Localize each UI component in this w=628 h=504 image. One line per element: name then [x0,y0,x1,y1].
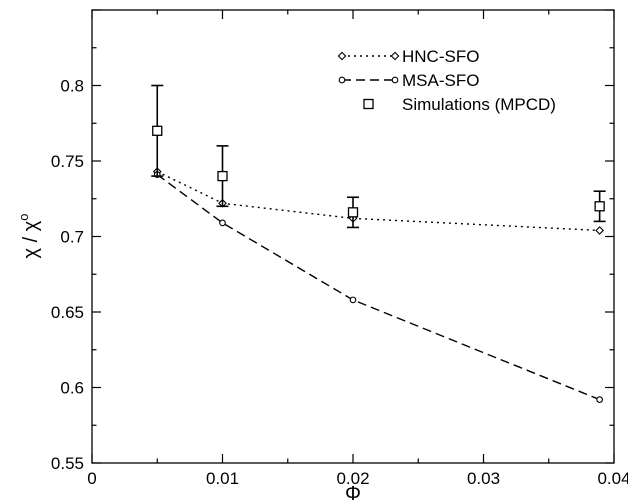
x-tick-label: 0.04 [597,469,628,488]
data-point [595,202,604,211]
x-tick-label: 0.03 [467,469,500,488]
y-axis-label-superscript: o [16,214,31,221]
data-point [153,126,162,135]
y-axis-label-group: χ / χo [16,214,42,259]
y-tick-label: 0.7 [60,228,84,247]
legend-label: Simulations (MPCD) [402,95,556,114]
x-tick-label: 0 [87,469,96,488]
svg-text:χ / χo: χ / χo [16,214,42,259]
y-tick-label: 0.55 [51,454,84,473]
legend-marker [364,100,373,109]
legend-marker [338,52,345,59]
y-tick-label: 0.6 [60,379,84,398]
data-point [350,297,356,303]
data-point [218,172,227,181]
plot-frame [92,10,614,463]
y-tick-label: 0.8 [60,77,84,96]
x-axis-label: Φ [345,483,361,504]
legend-label: HNC-SFO [402,47,479,66]
data-point [349,208,358,217]
data-point [597,397,603,403]
series-layer [151,86,605,403]
legend: HNC-SFO MSA-SFO Simulations (MPCD) [338,47,556,114]
legend-marker [339,77,345,83]
legend-marker [392,77,398,83]
series-line [157,175,599,400]
data-point [220,220,226,226]
data-point [596,227,603,234]
y-axis-label: χ / χ [20,220,42,258]
x-tick-label: 0.01 [206,469,239,488]
legend-label: MSA-SFO [402,71,479,90]
y-tick-label: 0.65 [51,303,84,322]
y-tick-label: 0.75 [51,152,84,171]
legend-marker [391,52,398,59]
